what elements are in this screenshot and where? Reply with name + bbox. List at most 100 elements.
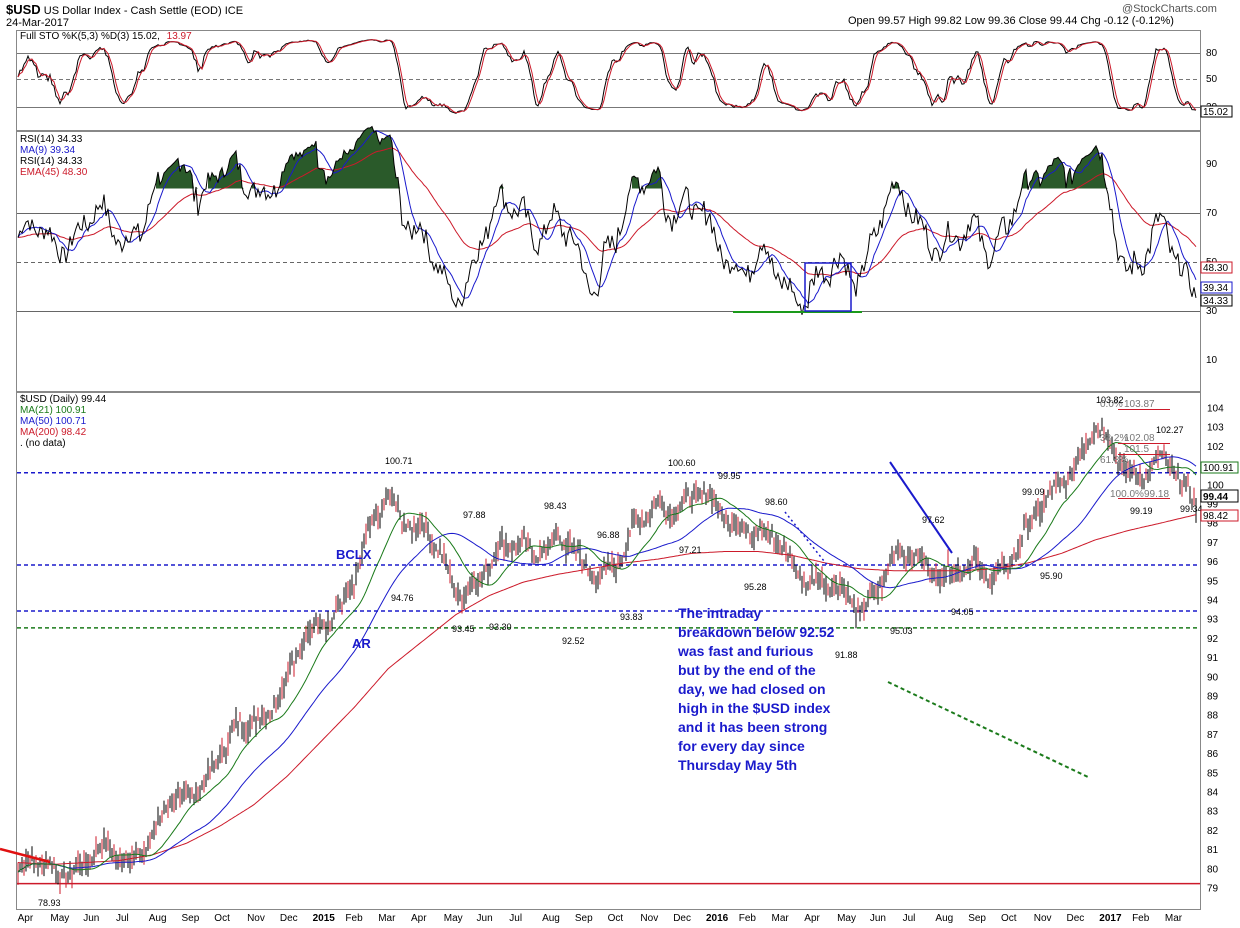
symbol: $USD xyxy=(6,2,41,17)
label-9503: 95.03 xyxy=(890,626,913,636)
rsi-badge-ema xyxy=(1200,261,1233,274)
rsi-badge-ma-value: 39.34 xyxy=(1203,283,1228,294)
price-labels: 78.93 100.71 94.76 93.45 97.88 93.30 98.… xyxy=(38,395,1203,908)
rsi-tick-30: 30 xyxy=(1206,306,1218,317)
y-tick-label: 97 xyxy=(1207,538,1219,549)
x-tick-label: Aug xyxy=(542,913,560,924)
label-9405: 94.05 xyxy=(951,607,974,617)
label-9188: 91.88 xyxy=(835,650,858,660)
stoch-last-badge xyxy=(1200,105,1233,118)
x-tick-label: 2015 xyxy=(313,913,336,924)
y-tick-label: 85 xyxy=(1207,768,1219,779)
x-tick-label: Oct xyxy=(1001,913,1017,924)
price-badge-ma21-value: 100.91 xyxy=(1203,463,1234,474)
label-9590: 95.90 xyxy=(1040,571,1063,581)
rsi-ma9-line xyxy=(17,130,1197,304)
rsi-overbought-fill xyxy=(156,158,194,189)
stoch-panel xyxy=(16,30,1201,131)
x-tick-label: Oct xyxy=(608,913,624,924)
stoch-d-line xyxy=(17,39,1197,114)
rsi-line xyxy=(17,125,1197,315)
y-tick-label: 89 xyxy=(1207,692,1219,703)
x-tick-label: Feb xyxy=(345,913,363,924)
x-tick-label: Apr xyxy=(18,913,34,924)
y-tick-label: 93 xyxy=(1207,615,1219,626)
rsi-panel xyxy=(16,131,1201,392)
fib-label-2: 101.5 xyxy=(1124,444,1149,455)
rsi-tick-90: 90 xyxy=(1206,159,1218,170)
label-9721: 97.21 xyxy=(679,545,702,555)
downtrend-line-blue xyxy=(889,461,953,554)
rsi-legend-3: EMA(45) 48.30 xyxy=(20,167,88,178)
price-legend-1: MA(21) 100.91 xyxy=(20,405,87,416)
rsi-overbought-fill xyxy=(1030,145,1108,189)
rsi-tick-70: 70 xyxy=(1206,208,1218,219)
label-9252: 92.52 xyxy=(562,636,585,646)
fib-label-1: 102.08 xyxy=(1124,433,1155,444)
projection-line-green xyxy=(887,681,1089,778)
price-badge-ma200 xyxy=(1200,509,1239,522)
rsi-overbought-fill xyxy=(1022,169,1028,189)
y-tick-label: 103 xyxy=(1207,423,1224,434)
fib-pct-1: 38.2% xyxy=(1100,433,1128,444)
price-legend-4: . (no data) xyxy=(20,438,66,449)
rsi-badge-ema-value: 48.30 xyxy=(1203,263,1228,274)
y-tick-label: 91 xyxy=(1207,653,1219,664)
label-9383: 93.83 xyxy=(620,612,643,622)
rsi-tick-10: 10 xyxy=(1206,355,1218,366)
y-tick-label: 88 xyxy=(1207,711,1219,722)
label-9934: 99.34 xyxy=(1180,504,1203,514)
y-tick-label: 98 xyxy=(1207,519,1219,530)
watermark: @StockCharts.com xyxy=(1122,3,1217,15)
price-legend-2: MA(50) 100.71 xyxy=(20,416,87,427)
x-tick-label: Nov xyxy=(247,913,265,924)
y-tick-label: 79 xyxy=(1207,884,1219,895)
price-legend-3: MA(200) 98.42 xyxy=(20,427,87,438)
label-bclx: BCLX xyxy=(336,547,372,562)
x-tick-label: Dec xyxy=(1067,913,1085,924)
rsi-overbought-fills xyxy=(156,126,1108,189)
stoch-legend-d: 13.97 xyxy=(167,31,192,42)
stoch-tick-80: 80 xyxy=(1206,48,1218,59)
stoch-tick-50: 50 xyxy=(1206,74,1218,85)
y-tick-label: 84 xyxy=(1207,788,1219,799)
price-badge-close-value: 99.44 xyxy=(1203,492,1228,503)
x-tick-label: Dec xyxy=(673,913,691,924)
x-tick-label: 2016 xyxy=(706,913,729,924)
label-9860: 98.60 xyxy=(765,497,788,507)
chart-title: $USD US Dollar Index - Cash Settle (EOD)… xyxy=(6,2,243,17)
rsi-badge-rsi-value: 34.33 xyxy=(1203,296,1228,307)
rsi-overbought-fill xyxy=(208,151,244,189)
price-legend: $USD (Daily) 99.44 MA(21) 100.91 MA(50) … xyxy=(20,394,107,449)
x-tick-label: May xyxy=(837,913,856,924)
y-tick-label: 95 xyxy=(1207,576,1219,587)
rsi-levels xyxy=(17,213,1200,312)
ma50-line xyxy=(17,456,1197,873)
label-ar: AR xyxy=(352,636,371,651)
x-tick-label: Mar xyxy=(1165,913,1183,924)
label-9788: 97.88 xyxy=(463,510,486,520)
price-y-axis: 79 80 81 82 83 84 85 86 87 88 89 90 91 92 93 94 95 96 97 98… xyxy=(1207,404,1224,895)
y-tick-label: 92 xyxy=(1207,634,1219,645)
y-tick-label: 83 xyxy=(1207,807,1219,818)
label-9330: 93.30 xyxy=(489,622,512,632)
price-legend-0: $USD (Daily) 99.44 xyxy=(20,394,107,405)
annotation-text: The intraday breakdown below 92.52 was f… xyxy=(678,605,835,773)
x-tick-label: Sep xyxy=(182,913,200,924)
y-tick-label: 86 xyxy=(1207,749,1219,760)
rsi-badge-ma xyxy=(1200,281,1233,294)
stoch-k-line xyxy=(17,39,1197,114)
x-tick-label: Feb xyxy=(1132,913,1150,924)
label-9345: 93.45 xyxy=(452,624,475,634)
y-tick-label: 87 xyxy=(1207,730,1219,741)
x-tick-label: May xyxy=(50,913,69,924)
y-tick-label: 80 xyxy=(1207,864,1219,875)
price-badge-close xyxy=(1200,489,1239,503)
ohlc-readout: Open 99.57 High 99.82 Low 99.36 Close 99… xyxy=(848,15,1174,27)
x-tick-label: Jul xyxy=(903,913,916,924)
x-tick-label: Dec xyxy=(280,913,298,924)
fib-pct-0: 0.0% xyxy=(1100,399,1123,410)
x-tick-label: Apr xyxy=(804,913,820,924)
